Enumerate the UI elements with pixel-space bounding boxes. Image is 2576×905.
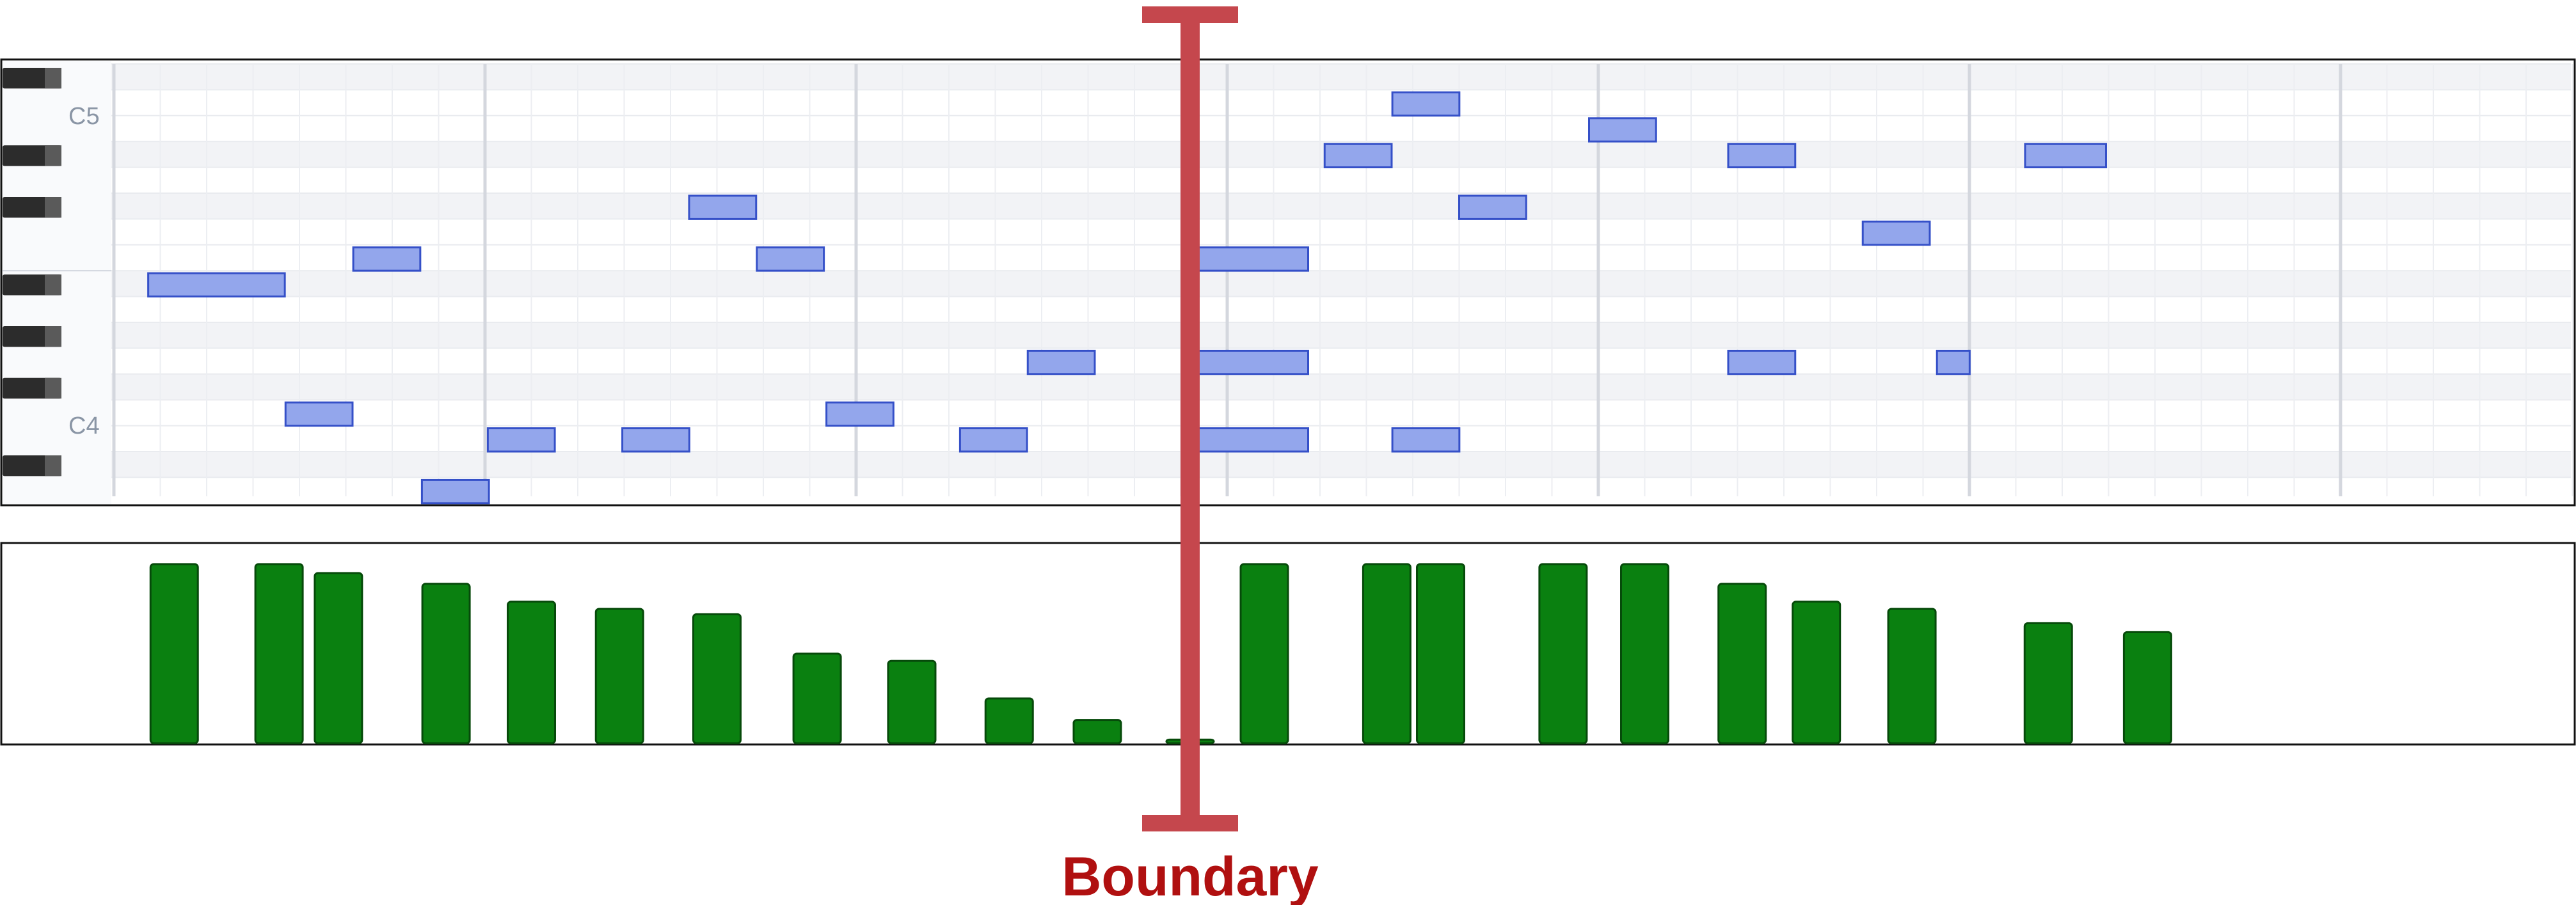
midi-note xyxy=(1458,194,1527,220)
note-layer xyxy=(147,91,2107,505)
black-key-shade xyxy=(45,326,61,347)
boundary-marker xyxy=(1142,6,1238,831)
midi-note xyxy=(1861,220,1931,246)
velocity-bar xyxy=(887,659,937,744)
midi-note xyxy=(756,246,825,272)
midi-note xyxy=(486,427,556,453)
black-key-shade xyxy=(45,274,61,295)
velocity-bar xyxy=(1416,563,1465,744)
velocity-bar xyxy=(149,563,199,744)
velocity-bar xyxy=(1792,601,1841,744)
midi-note xyxy=(2024,143,2107,169)
velocity-bar xyxy=(1887,608,1937,744)
black-key-shade xyxy=(45,197,61,218)
velocity-bar xyxy=(1072,719,1122,744)
black-key-shade xyxy=(45,455,61,476)
midi-note xyxy=(1323,143,1393,169)
black-key-shade xyxy=(45,145,61,166)
boundary-bottom-cap xyxy=(1142,815,1238,831)
grid-row xyxy=(111,64,2571,90)
midi-note xyxy=(1189,246,1309,272)
boundary-label: Boundary xyxy=(1061,846,1319,905)
midi-note xyxy=(1189,427,1309,453)
midi-note xyxy=(352,246,422,272)
velocity-bars xyxy=(149,563,2172,744)
velocity-bar xyxy=(1717,583,1767,744)
piano-keyboard xyxy=(3,68,111,556)
midi-note xyxy=(147,272,286,298)
velocity-bar xyxy=(2122,631,2172,744)
midi-note xyxy=(688,194,758,220)
black-key-shade xyxy=(45,68,61,89)
octave-label-c4: C4 xyxy=(68,413,100,439)
velocity-bar xyxy=(984,697,1034,744)
velocity-bar xyxy=(314,572,363,744)
velocity-bar xyxy=(1538,563,1588,744)
midi-note xyxy=(1588,117,1657,143)
grid-row xyxy=(111,322,2571,349)
midi-note xyxy=(1727,349,1797,375)
grid-row xyxy=(111,374,2571,400)
velocity-bar xyxy=(1620,563,1669,744)
velocity-bar xyxy=(594,608,644,744)
boundary-line xyxy=(1181,6,1200,831)
grid-row xyxy=(111,452,2571,478)
midi-note xyxy=(420,478,490,505)
octave-label-c5: C5 xyxy=(68,103,100,130)
grid-row xyxy=(111,271,2571,297)
midi-note xyxy=(621,427,690,453)
velocity-bar xyxy=(507,601,556,744)
piano-roll-grid xyxy=(111,63,2573,496)
velocity-bar xyxy=(2023,622,2073,744)
velocity-bar xyxy=(792,652,842,744)
midi-note xyxy=(958,427,1028,453)
midi-note xyxy=(1936,349,1971,375)
midi-note xyxy=(1026,349,1096,375)
velocity-bar xyxy=(1362,563,1411,744)
grid-row xyxy=(111,193,2571,219)
velocity-bar xyxy=(1239,563,1289,744)
velocity-bar xyxy=(421,583,471,744)
midi-note xyxy=(1189,349,1309,375)
midi-note xyxy=(1727,143,1797,169)
midi-note xyxy=(284,401,354,427)
midi-note xyxy=(825,401,894,427)
velocity-bar xyxy=(254,563,304,744)
midi-note xyxy=(1391,427,1461,453)
black-key-shade xyxy=(45,377,61,399)
boundary-top-cap xyxy=(1142,6,1238,23)
midi-note xyxy=(1391,91,1461,117)
velocity-bar xyxy=(692,613,742,744)
